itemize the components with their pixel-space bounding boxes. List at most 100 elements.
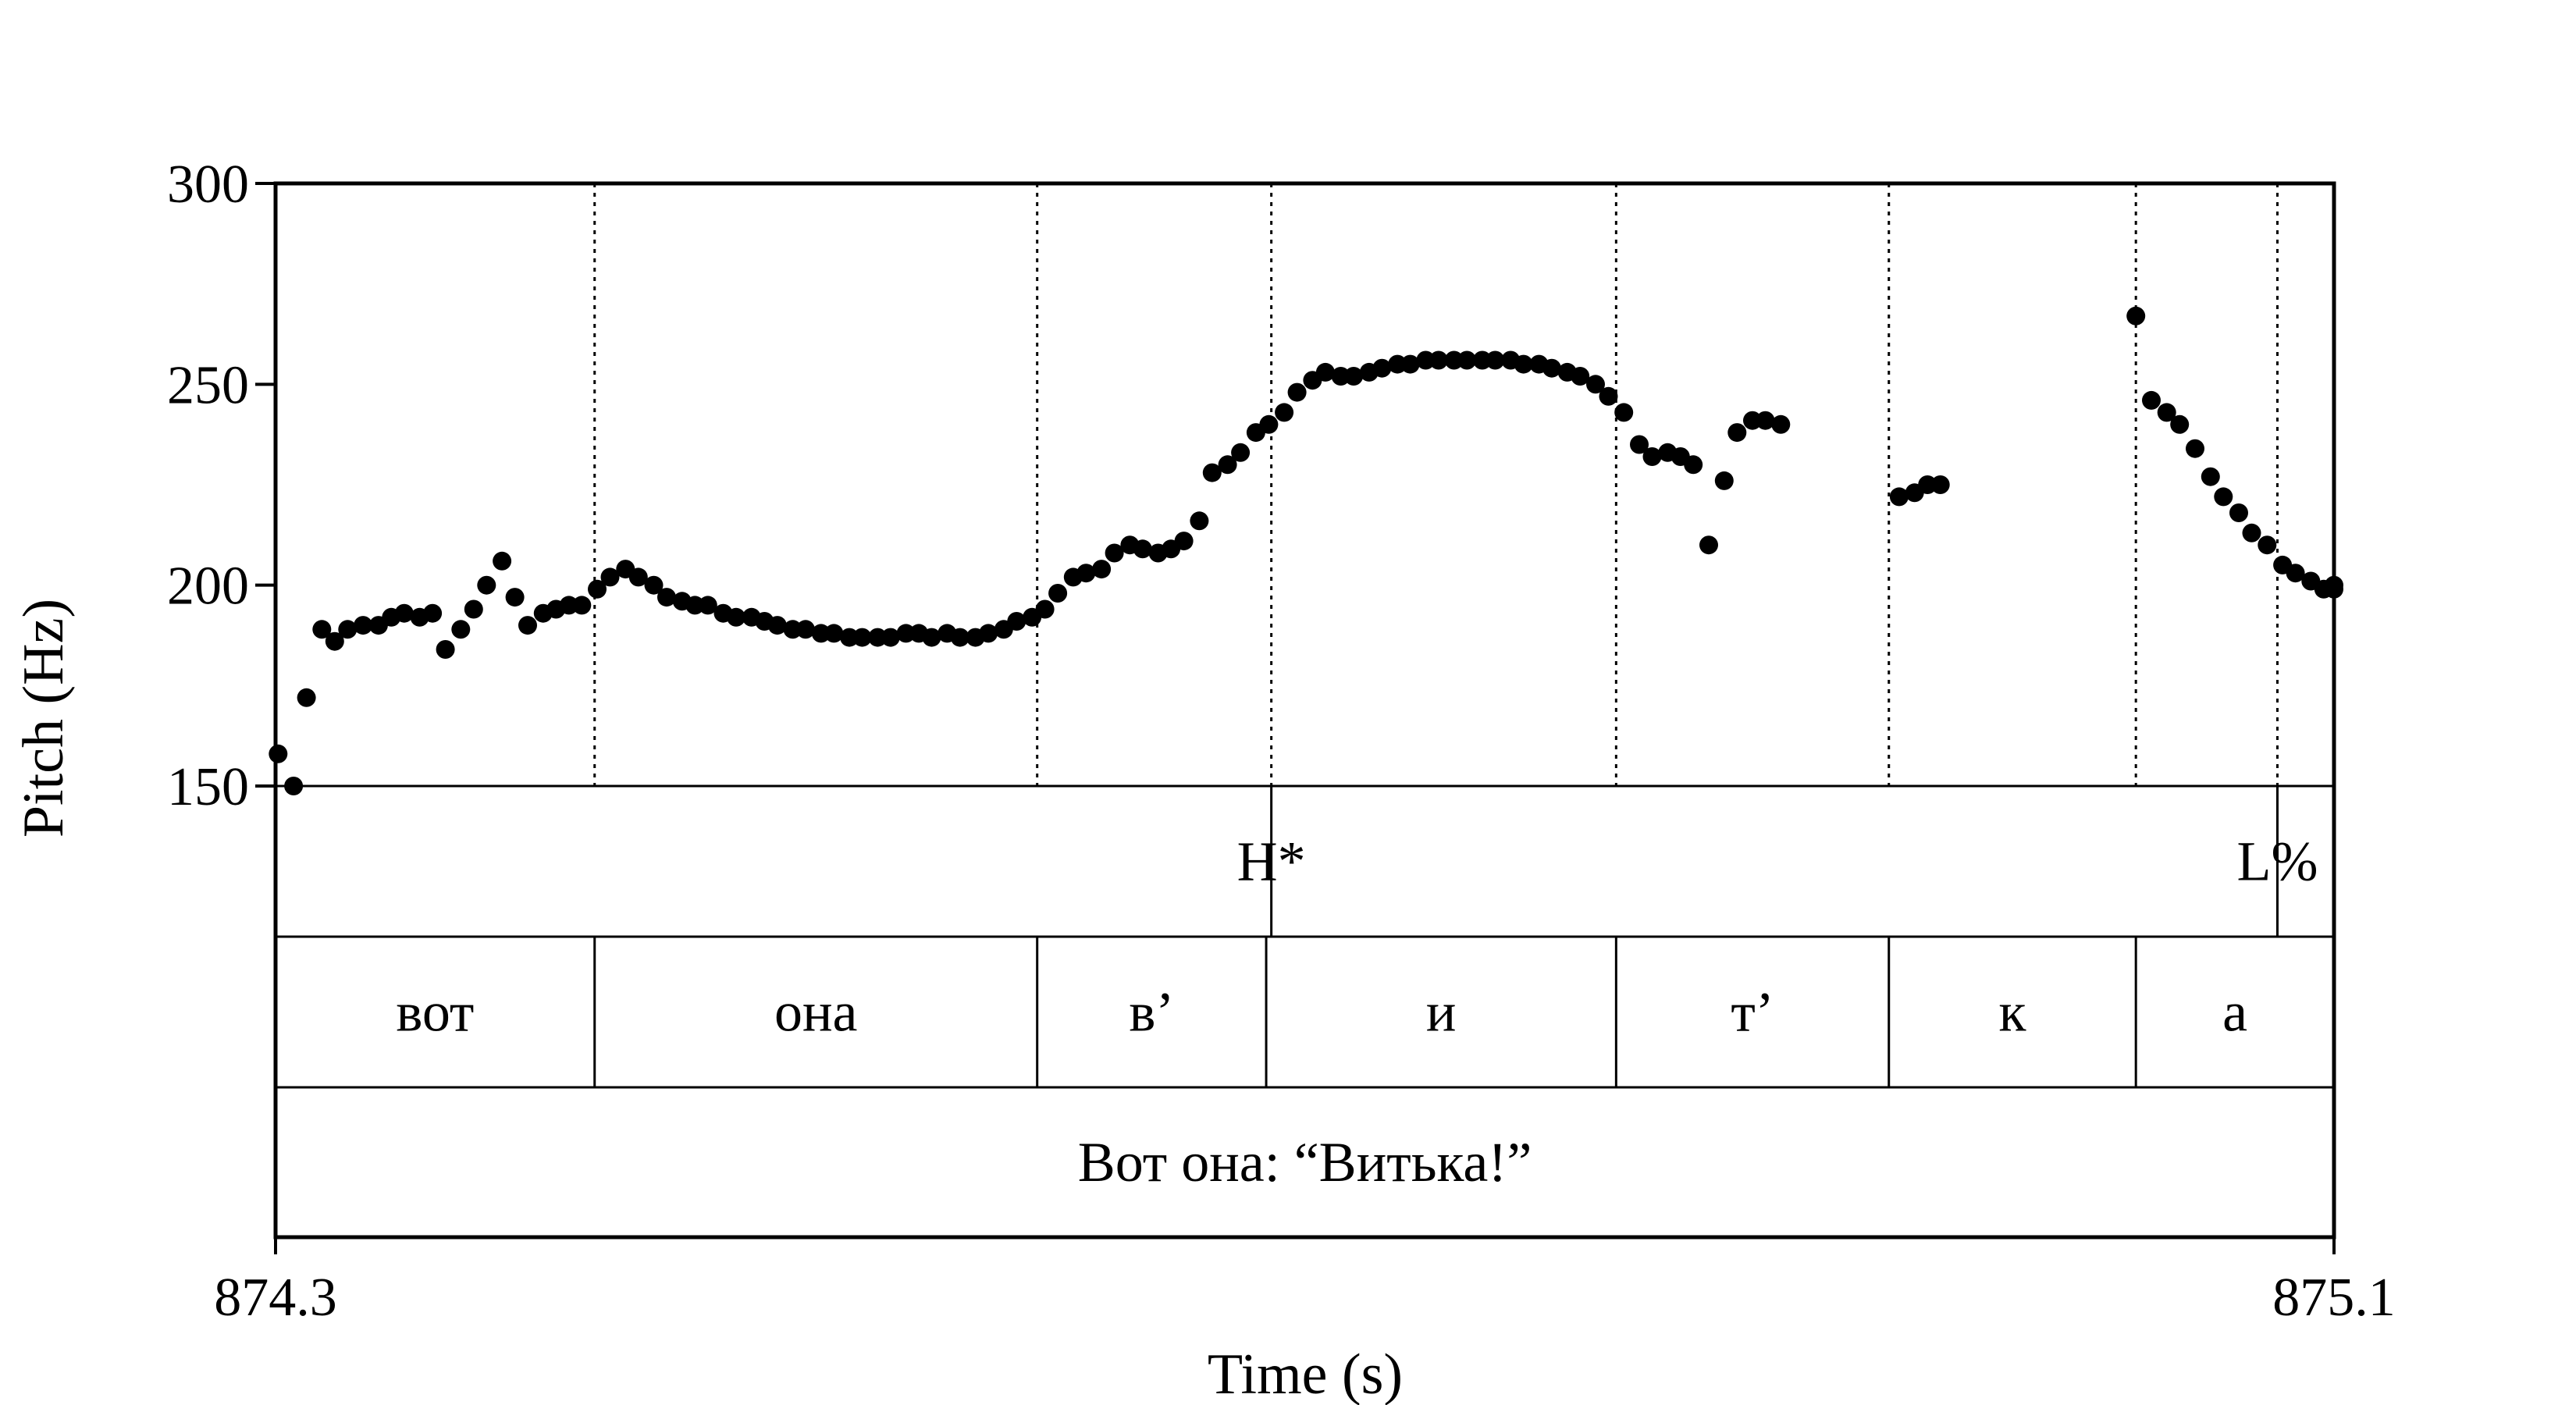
tier-labels: H* L% вот она в’ и т’ к а Вот она: “Витька!” <box>396 831 2318 1194</box>
pitch-point <box>698 596 717 615</box>
pitch-point <box>1472 350 1492 370</box>
pitch-point <box>2157 403 2176 422</box>
pitch-point <box>1514 354 1533 374</box>
pitch-point <box>1642 447 1662 466</box>
pitch-point <box>2170 414 2190 434</box>
pitch-point <box>325 631 344 651</box>
pitch-point <box>1614 403 1634 422</box>
pitch-point <box>628 567 648 587</box>
pitch-point <box>1331 367 1350 386</box>
plot-border <box>273 181 2336 1240</box>
tier-label: L% <box>2236 831 2318 893</box>
y-tick-label: 200 <box>167 557 249 617</box>
tier-label: она <box>774 981 858 1044</box>
tier-label: H* <box>1237 831 1306 893</box>
pitch-point <box>685 596 705 615</box>
pitch-point <box>644 575 664 595</box>
pitch-point <box>1400 354 1420 374</box>
pitch-point <box>1599 386 1618 406</box>
pitch-point <box>559 596 578 615</box>
pitch-point <box>1092 560 1112 579</box>
pitch-point <box>783 620 802 639</box>
tier-boundary-lines <box>593 183 2279 786</box>
y-tick-label: 150 <box>167 757 249 817</box>
pitch-point <box>1771 414 1791 434</box>
pitch-point <box>2258 535 2277 555</box>
pitch-point <box>1684 455 1703 475</box>
pitch-point <box>1571 367 1590 386</box>
pitch-point <box>811 624 831 643</box>
pitch-point <box>1231 443 1251 462</box>
pitch-point <box>2229 503 2248 522</box>
pitch-point <box>852 628 872 647</box>
pitch-point <box>1076 564 1096 583</box>
pitch-point <box>1485 350 1505 370</box>
pitch-point <box>1344 367 1364 386</box>
pitch-point <box>1444 350 1464 370</box>
pitch-point <box>394 603 414 623</box>
pitch-point <box>1133 539 1152 559</box>
pitch-point <box>1416 350 1436 370</box>
pitch-point <box>297 688 316 707</box>
pitch-point <box>1889 487 1909 507</box>
pitch-point <box>1315 362 1335 382</box>
pitch-point <box>1372 358 1392 378</box>
pitch-point <box>477 575 496 595</box>
x-tick-label: 874.3 <box>214 1268 337 1328</box>
pitch-point <box>2242 523 2261 542</box>
pitch-point <box>1105 543 1124 563</box>
x-tick-label: 875.1 <box>2272 1268 2396 1328</box>
pitch-point <box>1259 414 1279 434</box>
pitch-point <box>572 596 592 615</box>
pitch-point <box>840 628 859 647</box>
pitch-points <box>269 306 2343 795</box>
pitch-point <box>657 588 676 607</box>
pitch-point <box>518 616 537 635</box>
pitch-point <box>1275 403 1294 422</box>
pitch-point <box>505 588 525 607</box>
pitch-point <box>2286 564 2305 583</box>
y-axis-title: Pitch (Hz) <box>12 599 76 838</box>
y-tick-label: 300 <box>167 155 249 215</box>
pitch-point <box>1930 475 1950 494</box>
pitch-point <box>2214 487 2233 507</box>
tier-label: вот <box>396 981 474 1044</box>
pitch-point <box>767 616 787 635</box>
pitch-point <box>2186 439 2204 458</box>
pitch-point <box>354 616 373 635</box>
pitch-point <box>1035 599 1055 619</box>
pitch-point <box>312 620 332 639</box>
tier-label: в’ <box>1129 981 1174 1044</box>
pitch-point <box>1699 535 1718 555</box>
pitch-point <box>1174 532 1194 551</box>
pitch-point <box>1743 411 1762 430</box>
pitch-point <box>269 744 288 763</box>
pitch-point <box>950 628 970 647</box>
pitch-point <box>436 640 455 659</box>
pitch-point <box>1727 423 1747 443</box>
tier-label: к <box>1998 981 2026 1044</box>
pitch-point <box>493 551 512 571</box>
pitch-point <box>464 599 483 619</box>
pitch-point <box>2126 306 2146 325</box>
pitch-point <box>2142 390 2161 410</box>
pitch-point <box>1457 350 1477 370</box>
pitch-point <box>1048 584 1068 603</box>
pitch-point <box>1542 358 1561 378</box>
pitch-point <box>796 620 815 639</box>
tier-label: а <box>2222 981 2247 1044</box>
x-axis-title: Time (s) <box>1208 1343 1403 1405</box>
pitch-point <box>1007 612 1026 631</box>
pitch-point <box>1586 375 1605 394</box>
pitch-point <box>423 603 443 623</box>
pitch-point <box>1202 463 1222 482</box>
tier-label: и <box>1426 981 1457 1044</box>
tier-label: Вот она: “Витька!” <box>1078 1131 1532 1193</box>
pitch-point <box>1218 455 1237 475</box>
pitch-point <box>979 624 998 643</box>
pitch-point <box>588 579 607 599</box>
pitch-point <box>868 628 888 647</box>
pitch-point <box>600 567 620 587</box>
